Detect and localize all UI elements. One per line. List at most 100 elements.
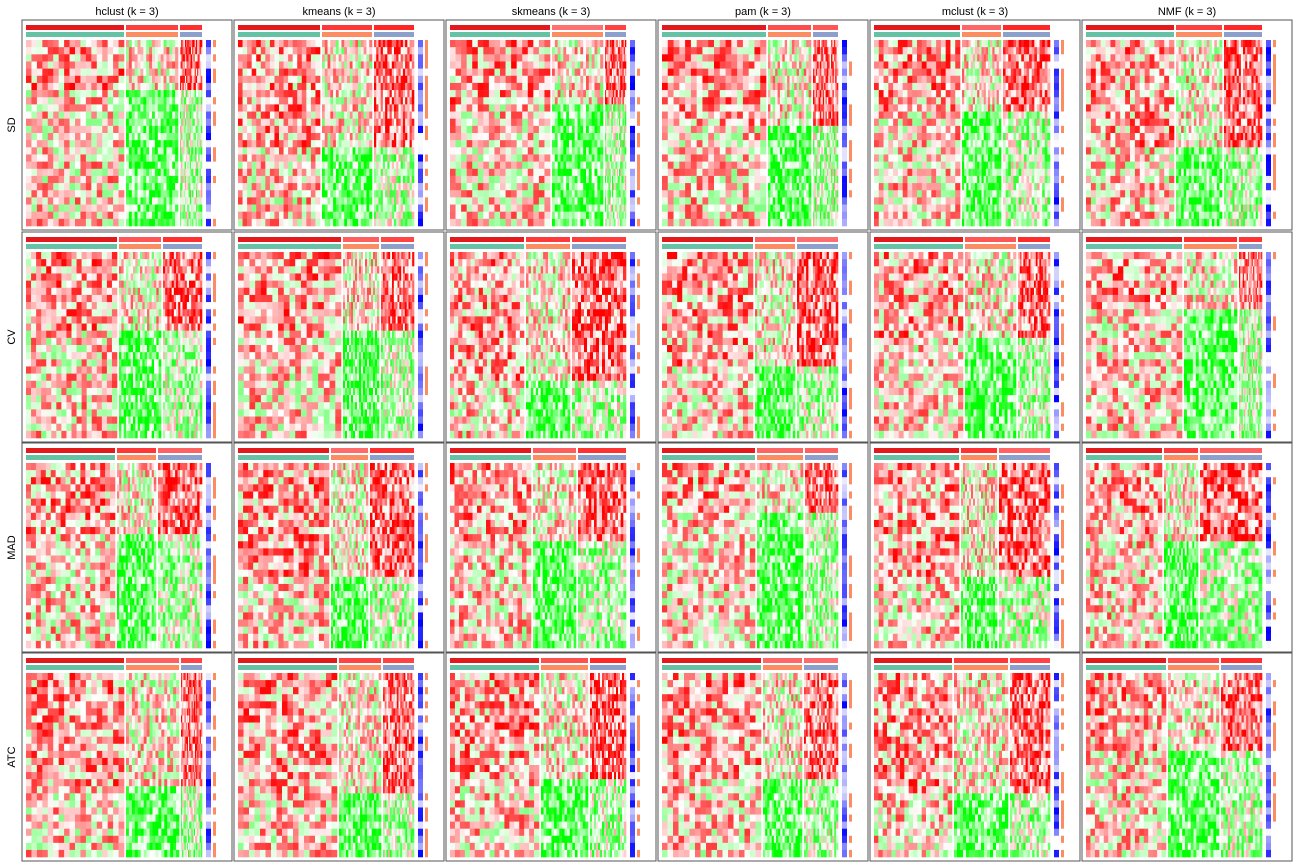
heatmap-cell: [347, 83, 350, 90]
heatmap-cell: [366, 212, 369, 219]
heatmap-cell: [59, 47, 65, 54]
heatmap-cell: [401, 104, 404, 111]
heatmap-cell: [322, 83, 325, 90]
heatmap-cell: [390, 83, 393, 90]
heatmap-cell: [511, 197, 517, 204]
heatmap-cell: [119, 169, 125, 176]
heatmap-cell: [478, 40, 484, 47]
heatmap-cell: [383, 83, 386, 90]
heatmap-cell: [42, 54, 48, 61]
heatmap-cell: [302, 162, 307, 169]
heatmap-cell: [387, 112, 390, 119]
heatmap-cell: [102, 112, 108, 119]
heatmap-cell: [108, 69, 114, 76]
heatmap-cell: [369, 61, 372, 68]
heatmap-cell: [261, 183, 266, 190]
row-annotation-cell: [213, 176, 216, 183]
heatmap-cell: [401, 212, 404, 219]
heatmap-cell: [344, 119, 347, 126]
heatmap-cell: [119, 61, 125, 68]
heatmap-cell: [387, 40, 390, 47]
heatmap-cell: [403, 112, 406, 119]
heatmap-cell: [595, 169, 598, 176]
heatmap-cell: [392, 90, 395, 97]
heatmap-cell: [369, 97, 372, 104]
heatmap-cell: [149, 112, 152, 119]
heatmap-cell: [166, 47, 169, 54]
heatmap-cell: [472, 154, 478, 161]
heatmap-cell: [478, 90, 484, 97]
heatmap-cell: [483, 54, 489, 61]
heatmap-cell: [597, 61, 600, 68]
heatmap-cell: [500, 219, 506, 226]
heatmap-cell: [528, 219, 534, 226]
heatmap-cell: [517, 126, 523, 133]
heatmap-cell: [330, 90, 333, 97]
heatmap-cell: [149, 54, 152, 61]
heatmap-cell: [383, 47, 386, 54]
heatmap-cell: [152, 205, 155, 212]
heatmap-cell: [261, 112, 266, 119]
heatmap-cell: [238, 83, 243, 90]
heatmap-cell: [561, 76, 564, 83]
heatmap-cell: [461, 197, 467, 204]
heatmap-cell: [243, 205, 248, 212]
heatmap-cell: [494, 176, 500, 183]
heatmap-cell: [522, 97, 528, 104]
heatmap-cell: [143, 97, 146, 104]
heatmap-cell: [70, 83, 76, 90]
heatmap-cell: [355, 169, 358, 176]
heatmap-cell: [86, 104, 92, 111]
heatmap-cell: [344, 147, 347, 154]
heatmap-cell: [366, 169, 369, 176]
heatmap-cell: [311, 104, 316, 111]
heatmap-cell: [149, 140, 152, 147]
heatmap-cell: [315, 190, 320, 197]
heatmap-cell: [330, 205, 333, 212]
heatmap-cell: [138, 126, 141, 133]
heatmap-cell: [270, 90, 275, 97]
heatmap-cell: [169, 147, 172, 154]
heatmap-cell: [396, 190, 399, 197]
heatmap-cell: [336, 147, 339, 154]
heatmap-cell: [279, 69, 284, 76]
heatmap-cell: [26, 97, 32, 104]
row-annotation-cell: [425, 162, 428, 169]
heatmap-cell: [390, 61, 393, 68]
row-annotation-cell: [206, 190, 211, 197]
heatmap-cell: [456, 90, 462, 97]
heatmap-cell: [113, 112, 119, 119]
heatmap-cell: [48, 112, 54, 119]
heatmap-cell: [201, 76, 203, 83]
heatmap-cell: [42, 197, 48, 204]
heatmap-cell: [135, 112, 138, 119]
heatmap-cell: [569, 97, 572, 104]
heatmap-cell: [558, 140, 561, 147]
heatmap-cell: [572, 47, 575, 54]
heatmap-cell: [336, 176, 339, 183]
heatmap-cell: [561, 190, 564, 197]
heatmap-cell: [506, 205, 512, 212]
heatmap-cell: [75, 61, 81, 68]
heatmap-cell: [166, 176, 169, 183]
heatmap-cell: [325, 61, 328, 68]
row-annotation-cell: [206, 183, 211, 190]
heatmap-cell: [461, 40, 467, 47]
heatmap-cell: [353, 83, 356, 90]
heatmap-cell: [410, 76, 413, 83]
heatmap-cell: [201, 183, 203, 190]
heatmap-cell: [366, 162, 369, 169]
heatmap-cell: [341, 119, 344, 126]
heatmap-cell: [366, 54, 369, 61]
heatmap-cell: [252, 154, 257, 161]
heatmap-cell: [247, 147, 252, 154]
heatmap-cell: [569, 126, 572, 133]
heatmap-cell: [31, 61, 37, 68]
heatmap-cell: [376, 69, 379, 76]
heatmap-cell: [364, 219, 367, 226]
heatmap-cell: [336, 40, 339, 47]
heatmap-cell: [261, 176, 266, 183]
heatmap-cell: [302, 212, 307, 219]
heatmap-cell: [578, 76, 581, 83]
heatmap-cell: [306, 147, 311, 154]
